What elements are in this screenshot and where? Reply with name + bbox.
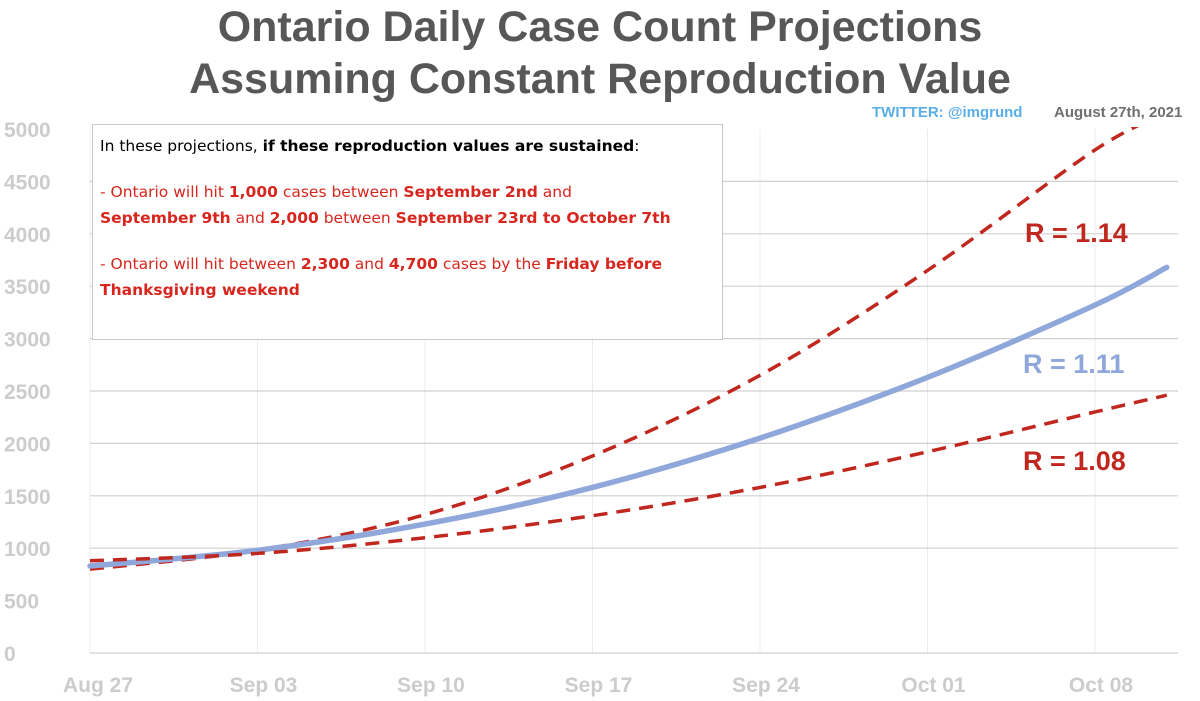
- y-tick-label: 2500: [4, 381, 51, 404]
- annotation-text-bold: September 2nd: [403, 183, 538, 201]
- x-tick-label: Sep 03: [230, 674, 298, 697]
- annotation-text: between: [318, 209, 396, 227]
- annotation-text-bold: if these reproduction values are sustain…: [262, 137, 635, 155]
- series-label-r111: R = 1.11: [1023, 349, 1125, 379]
- x-tick-label: Sep 10: [397, 674, 465, 697]
- annotation-text: cases by the: [437, 255, 546, 273]
- y-tick-label: 4000: [4, 224, 51, 247]
- annotation-text: and: [349, 255, 389, 273]
- series-label-r108: R = 1.08: [1023, 446, 1126, 476]
- annotation-text: cases between: [277, 183, 404, 201]
- y-tick-label: 3000: [4, 329, 51, 352]
- annotation-text: :: [634, 137, 640, 155]
- y-tick-label: 500: [4, 591, 39, 614]
- annotation-text-bold: 1,000: [228, 183, 278, 201]
- y-tick-label: 1000: [4, 538, 51, 561]
- annotation-bullet-1: - Ontario will hit 1,000 cases between S…: [100, 179, 714, 231]
- annotation-text-bold: 4,700: [388, 255, 438, 273]
- y-tick-label: 4500: [4, 171, 51, 194]
- publish-date: August 27th, 2021: [1054, 104, 1183, 121]
- y-tick-label: 5000: [4, 119, 51, 142]
- annotation-intro: In these projections, if these reproduct…: [100, 133, 714, 159]
- x-tick-label: Oct 08: [1069, 674, 1134, 697]
- x-tick-label: Sep 24: [732, 674, 800, 697]
- y-tick-label: 1500: [4, 486, 51, 509]
- annotation-text-bold: 2,300: [300, 255, 350, 273]
- annotation-text-bold: Thanksgiving weekend: [100, 281, 300, 299]
- y-tick-label: 3500: [4, 276, 51, 299]
- annotation-text-bold: 2,000: [269, 209, 319, 227]
- chart-title-line-1: Ontario Daily Case Count Projections: [217, 3, 983, 51]
- annotation-text: - Ontario will hit between: [100, 255, 301, 273]
- annotation-text: In these projections,: [100, 137, 263, 155]
- y-tick-label: 0: [4, 643, 16, 666]
- series-line-r111: [87, 264, 1170, 569]
- x-tick-label: Aug 27: [63, 674, 133, 697]
- y-tick-label: 2000: [4, 433, 51, 456]
- x-tick-label: Oct 01: [901, 674, 966, 697]
- annotation-text: - Ontario will hit: [100, 183, 229, 201]
- annotation-bullet-2: - Ontario will hit between 2,300 and 4,7…: [100, 251, 714, 303]
- twitter-handle: TWITTER: @imgrund: [872, 104, 1023, 121]
- annotation-text-bold: September 23rd to October 7th: [395, 209, 671, 227]
- chart-title-line-2: Assuming Constant Reproduction Value: [189, 55, 1011, 103]
- annotation-text: and: [537, 183, 572, 201]
- annotation-text-bold: Friday before: [545, 255, 663, 273]
- x-tick-label: Sep 17: [565, 674, 633, 697]
- annotation-text: and: [230, 209, 270, 227]
- annotation-text-bold: September 9th: [100, 209, 231, 227]
- series-line-r108: [89, 393, 1168, 563]
- annotation-box: In these projections, if these reproduct…: [92, 124, 723, 340]
- series-label-r114: R = 1.14: [1025, 218, 1128, 248]
